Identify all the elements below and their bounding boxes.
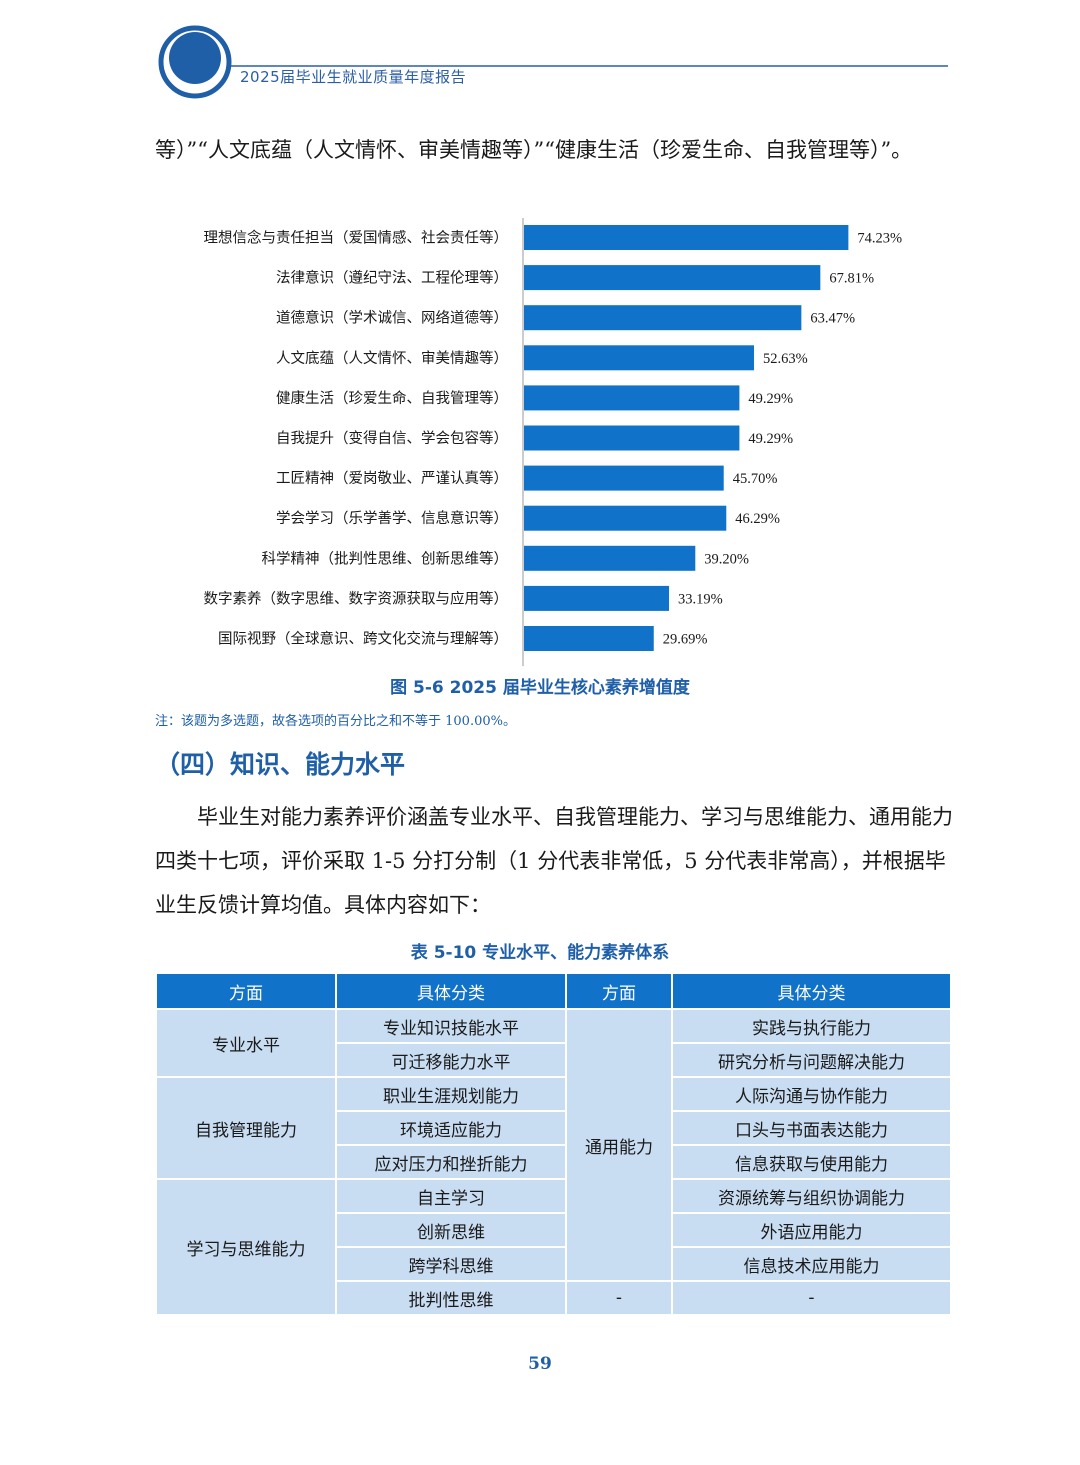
table-row: 可迁移能力水平 研究分析与问题解决能力 bbox=[156, 1042, 952, 1078]
data-label: 45.70% bbox=[733, 471, 778, 487]
category-cell: 研究分析与问题解决能力 bbox=[671, 1042, 952, 1078]
table-header-row: 方面 具体分类 方面 具体分类 bbox=[155, 972, 952, 1010]
category-cell: 实践与执行能力 bbox=[671, 1008, 952, 1044]
category-cell: 创新思维 bbox=[335, 1212, 567, 1248]
bar bbox=[524, 225, 849, 250]
page-number: 59 bbox=[528, 1354, 552, 1374]
category-cell: 跨学科思维 bbox=[335, 1246, 567, 1282]
category-cell: 可迁移能力水平 bbox=[335, 1042, 567, 1078]
category-label: 健康生活（珍爱生命、自我管理等） bbox=[276, 389, 508, 407]
table-row: 应对压力和挫折能力 信息获取与使用能力 bbox=[156, 1144, 952, 1180]
bar bbox=[524, 305, 802, 331]
category-cell: 自主学习 bbox=[335, 1178, 567, 1214]
body-paragraph: 毕业生对能力素养评价涵盖专业水平、自我管理能力、学习与思维能力、通用能力四类十七… bbox=[155, 805, 953, 917]
category-cell: 专业知识技能水平 bbox=[335, 1008, 567, 1044]
section-heading: （四）知识、能力水平 bbox=[155, 750, 406, 779]
table-row: 专业水平 专业知识技能水平 通用能力 实践与执行能力 bbox=[155, 1008, 952, 1282]
category-cell: 信息获取与使用能力 bbox=[671, 1144, 952, 1180]
core-literacy-bar-chart: 理想信念与责任担当（爱国情感、社会责任等） 74.23% 法律意识（遵纪守法、工程伦… bbox=[204, 218, 902, 667]
category-label: 理想信念与责任担当（爱国情感、社会责任等） bbox=[204, 229, 509, 247]
aspect-cell: 专业水平 bbox=[155, 1008, 337, 1078]
header-cell: 具体分类 bbox=[335, 972, 567, 1010]
category-cell: 应对压力和挫折能力 bbox=[335, 1144, 567, 1180]
intro-paragraph: 等）”“人文底蕴（人文情怀、审美情趣等）”“健康生活（珍爱生命、自我管理等）”。 bbox=[155, 138, 913, 162]
bar bbox=[524, 465, 724, 491]
data-label: 49.29% bbox=[748, 391, 793, 407]
data-label: 33.19% bbox=[678, 591, 723, 607]
category-cell: 资源统筹与组织协调能力 bbox=[671, 1178, 952, 1214]
category-label: 法律意识（遵纪守法、工程伦理等） bbox=[276, 269, 508, 287]
bar bbox=[524, 425, 740, 451]
figure-caption: 图 5-6 2025 届毕业生核心素养增值度 bbox=[390, 678, 690, 698]
category-label: 国际视野（全球意识、跨文化交流与理解等） bbox=[218, 630, 508, 648]
data-label: 74.23% bbox=[857, 231, 902, 247]
chart-note: 注：该题为多选题，故各选项的百分比之和不等于 100.00%。 bbox=[155, 714, 516, 729]
category-label: 道德意识（学术诚信、网络道德等） bbox=[276, 309, 508, 327]
category-label: 自我提升（变得自信、学会包容等） bbox=[276, 429, 508, 447]
data-label: 67.81% bbox=[829, 271, 874, 287]
category-label: 科学精神（批判性思维、创新思维等） bbox=[262, 549, 509, 567]
category-cell: 职业生涯规划能力 bbox=[335, 1076, 567, 1112]
aspect-cell: 自我管理能力 bbox=[155, 1076, 337, 1180]
data-label: 46.29% bbox=[735, 511, 780, 527]
data-label: 49.29% bbox=[748, 431, 793, 447]
category-label: 学会学习（乐学善学、信息意识等） bbox=[276, 509, 508, 527]
category-cell: 口头与书面表达能力 bbox=[671, 1110, 952, 1146]
data-label: 52.63% bbox=[763, 351, 808, 367]
data-label: 39.20% bbox=[704, 551, 749, 567]
header-title: 2025届毕业生就业质量年度报告 bbox=[240, 68, 467, 86]
table-row: 学习与思维能力 自主学习 资源统筹与组织协调能力 bbox=[155, 1178, 952, 1316]
category-cell: 环境适应能力 bbox=[335, 1110, 567, 1146]
bar bbox=[524, 545, 696, 571]
aspect-cell: 通用能力 bbox=[565, 1008, 673, 1282]
category-label: 数字素养（数字思维、数字资源获取与应用等） bbox=[204, 589, 509, 607]
header-cell: 具体分类 bbox=[671, 972, 952, 1010]
data-label: 63.47% bbox=[810, 311, 855, 327]
table-row: 跨学科思维 信息技术应用能力 bbox=[156, 1246, 952, 1282]
bar bbox=[524, 626, 654, 651]
category-cell: 人际沟通与协作能力 bbox=[671, 1076, 952, 1112]
bar bbox=[524, 265, 821, 291]
aspect-cell: 学习与思维能力 bbox=[155, 1178, 337, 1316]
ability-system-table: 方面 具体分类 方面 具体分类 专业水平 专业知识技能水平 通用能力 实践与执行… bbox=[155, 972, 952, 1316]
table-caption: 表 5-10 专业水平、能力素养体系 bbox=[410, 943, 670, 963]
header-cell: 方面 bbox=[155, 972, 337, 1010]
category-label: 工匠精神（爱岗敬业、严谨认真等） bbox=[276, 469, 508, 487]
placeholder-cell: - bbox=[671, 1280, 952, 1316]
bar bbox=[524, 345, 754, 371]
bar bbox=[524, 585, 670, 611]
data-label: 29.69% bbox=[663, 632, 708, 648]
category-cell: 批判性思维 bbox=[335, 1280, 567, 1316]
placeholder-cell: - bbox=[565, 1280, 673, 1316]
page-header: 2025届毕业生就业质量年度报告 bbox=[0, 0, 1080, 110]
category-label: 人文底蕴（人文情怀、审美情趣等） bbox=[276, 349, 508, 367]
table-row: 批判性思维 - - bbox=[156, 1280, 952, 1316]
header-cell: 方面 bbox=[565, 972, 673, 1010]
header-logo-icon bbox=[158, 25, 948, 99]
table-row: 环境适应能力 口头与书面表达能力 bbox=[156, 1110, 952, 1146]
bar bbox=[524, 385, 740, 411]
category-cell: 外语应用能力 bbox=[671, 1212, 952, 1248]
bar bbox=[524, 505, 727, 531]
table-row: 自我管理能力 职业生涯规划能力 人际沟通与协作能力 bbox=[155, 1076, 952, 1180]
table-row: 创新思维 外语应用能力 bbox=[156, 1212, 952, 1248]
category-cell: 信息技术应用能力 bbox=[671, 1246, 952, 1282]
